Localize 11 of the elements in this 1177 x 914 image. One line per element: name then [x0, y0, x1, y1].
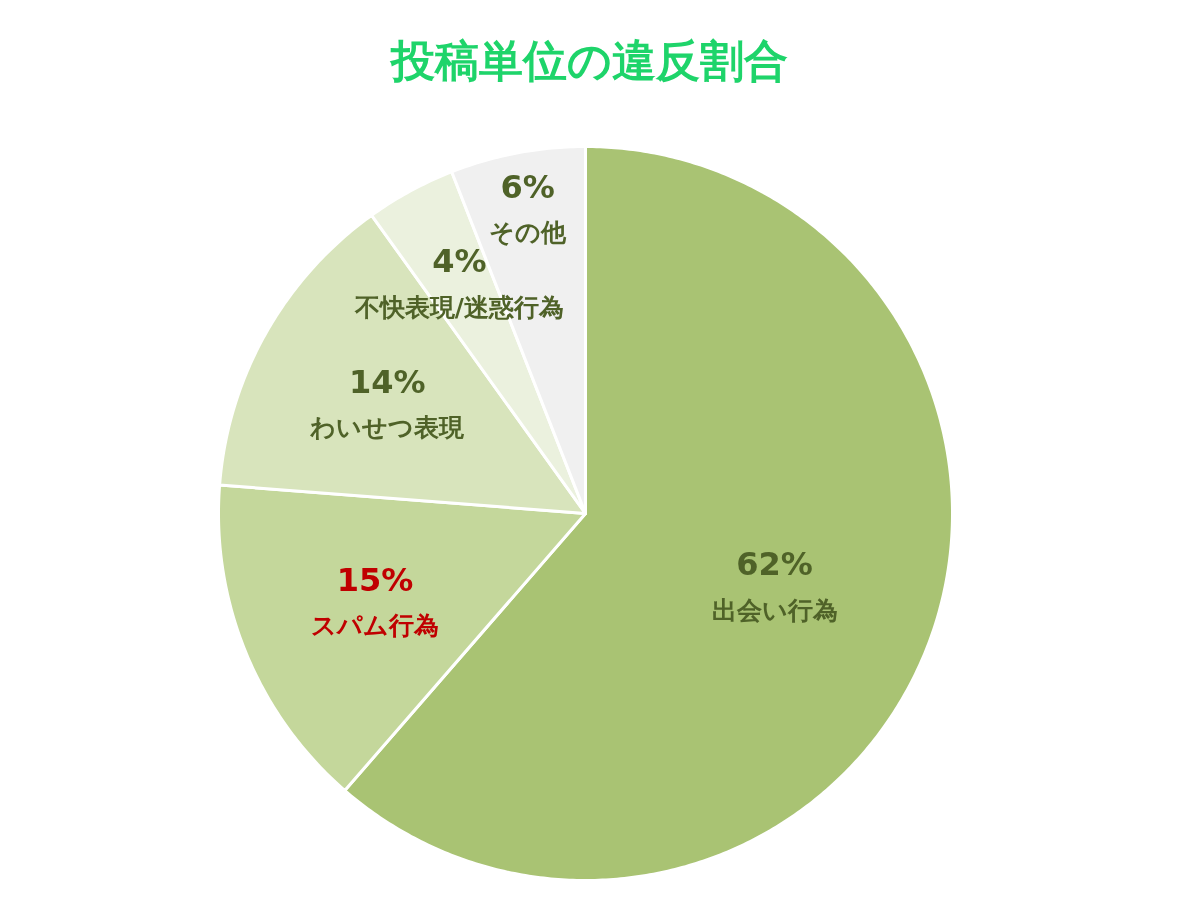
data-label: 4% [432, 242, 487, 281]
slice-label: その他 [489, 218, 568, 248]
data-label: 14% [348, 362, 426, 401]
data-label: 6% [500, 167, 555, 206]
slice-label: 出会い行為 [711, 595, 838, 625]
slice-label: わいせつ表現 [309, 413, 466, 443]
chart-title: 投稿単位の違反割合 [388, 35, 788, 86]
slice-label: 不快表現/迷惑行為 [353, 292, 564, 322]
data-label: 62% [736, 545, 813, 584]
slice-label: スパム行為 [310, 611, 439, 641]
data-label: 15% [336, 560, 414, 599]
